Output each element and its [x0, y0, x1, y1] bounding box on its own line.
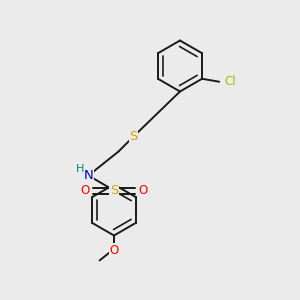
Text: H: H: [76, 164, 84, 174]
Text: S: S: [129, 130, 138, 143]
Text: O: O: [80, 184, 89, 197]
Text: S: S: [110, 184, 118, 197]
Text: O: O: [110, 244, 118, 257]
Text: O: O: [139, 184, 148, 197]
Text: N: N: [84, 169, 93, 182]
Text: Cl: Cl: [224, 75, 236, 88]
